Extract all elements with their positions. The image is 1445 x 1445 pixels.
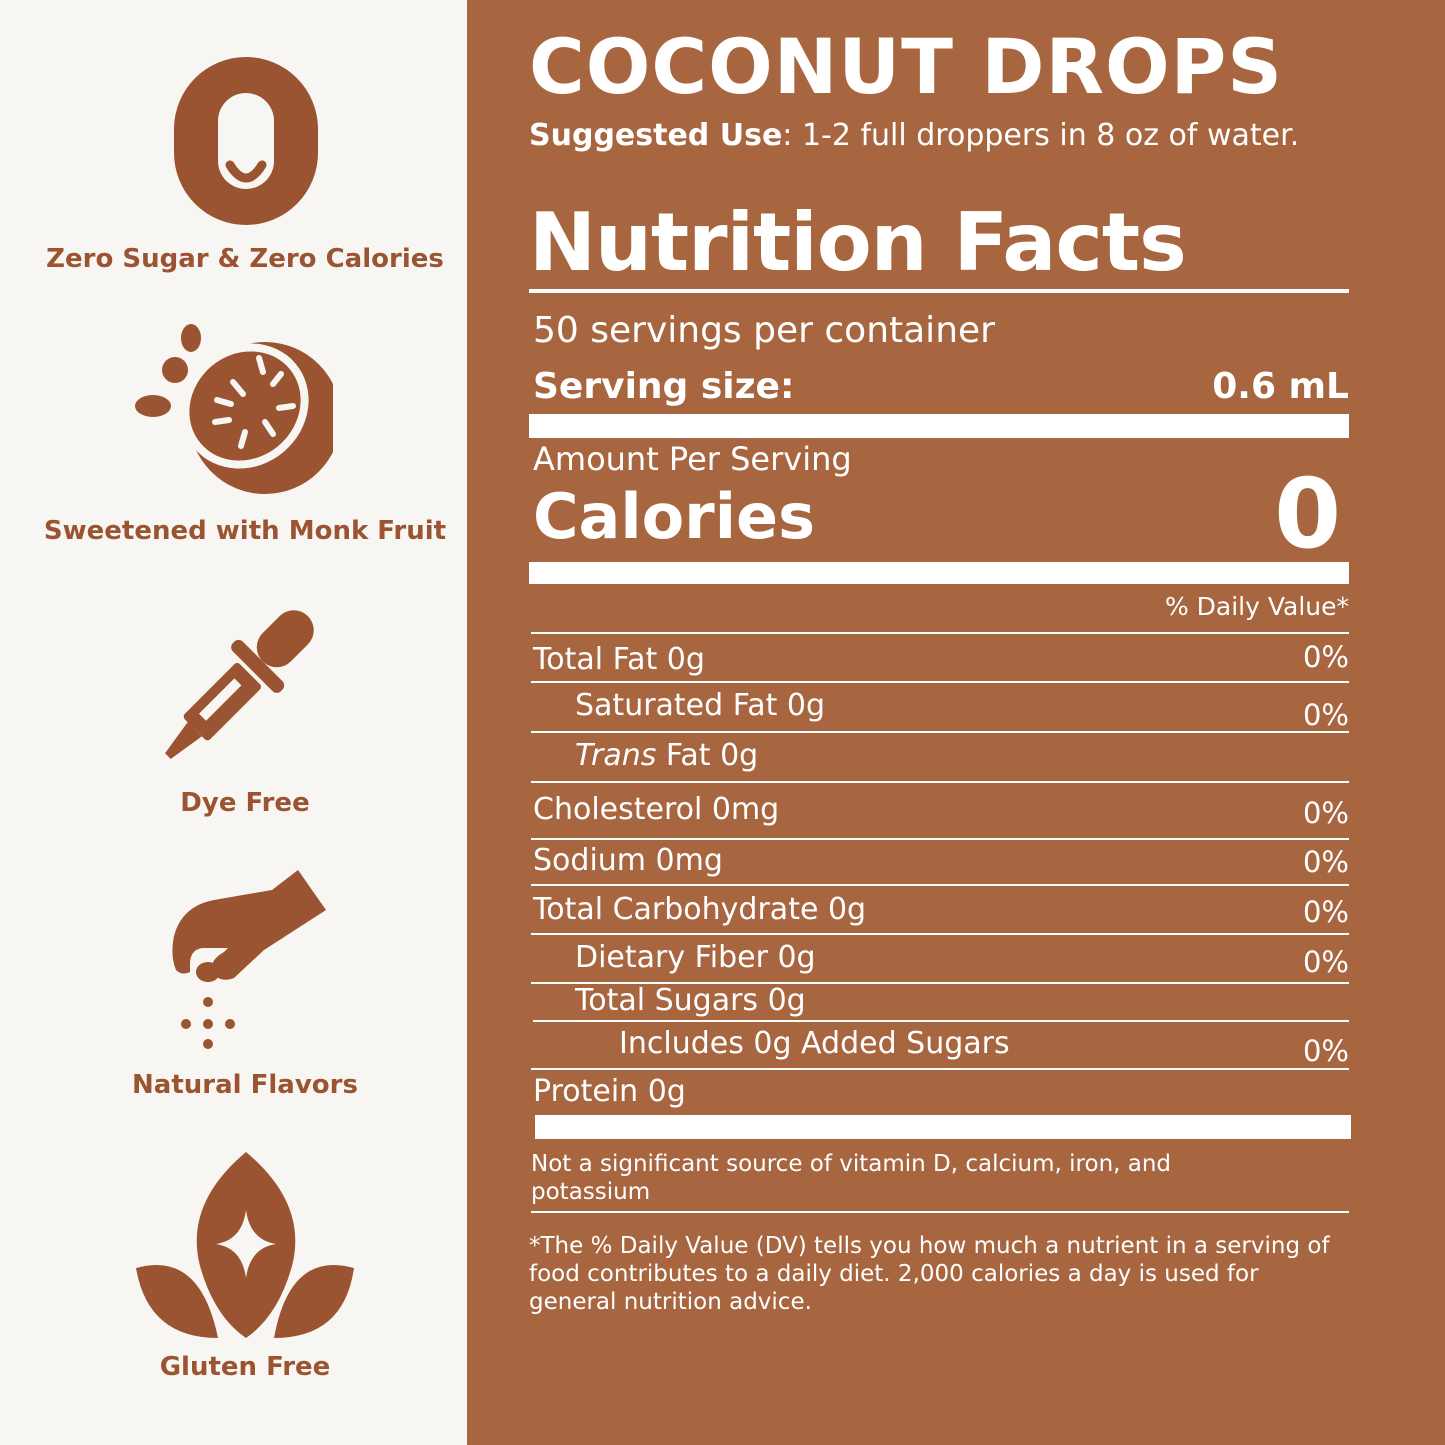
product-title: COCONUT DROPS xyxy=(529,22,1284,111)
nutrition-facts-heading: Nutrition Facts xyxy=(529,196,1187,289)
cholesterol-label: Cholesterol 0mg xyxy=(533,792,780,827)
trans-italic: Trans xyxy=(575,738,657,773)
divider xyxy=(531,933,1349,935)
calories-label: Calories xyxy=(533,480,815,553)
divider xyxy=(531,681,1349,683)
divider xyxy=(531,982,1349,984)
serving-size-value: 0.6 mL xyxy=(1212,366,1349,407)
total-fat-label: Total Fat 0g xyxy=(533,642,705,677)
zero-icon xyxy=(174,57,318,225)
divider xyxy=(531,731,1349,733)
trans-rest: Fat 0g xyxy=(656,738,759,773)
divider xyxy=(531,884,1349,886)
total-sugars-label: Total Sugars 0g xyxy=(575,983,806,1018)
dietary-fiber-dv: 0% xyxy=(1302,945,1349,979)
added-sugars-label: Includes 0g Added Sugars xyxy=(619,1026,1010,1061)
divider xyxy=(533,1020,1349,1022)
trans-fat-label: Trans Fat 0g xyxy=(575,738,758,773)
dropper-icon xyxy=(165,610,314,759)
divider xyxy=(531,1211,1349,1213)
saturated-fat-dv: 0% xyxy=(1302,698,1349,732)
daily-value-footnote: *The % Daily Value (DV) tells you how mu… xyxy=(529,1233,1330,1315)
sodium-label: Sodium 0mg xyxy=(533,843,723,878)
divider xyxy=(531,632,1349,634)
not-significant-note: Not a significant source of vitamin D, c… xyxy=(531,1151,1172,1205)
divider xyxy=(531,838,1349,840)
sodium-dv: 0% xyxy=(1302,845,1349,879)
suggested-use-label: Suggested Use xyxy=(529,118,783,153)
feature-label: Natural Flavors xyxy=(132,1070,358,1100)
amount-per-serving: Amount Per Serving xyxy=(533,440,852,478)
suggested-use-text: : 1-2 full droppers in 8 oz of water. xyxy=(782,118,1300,153)
total-carbohydrate-dv: 0% xyxy=(1302,895,1349,929)
calories-value: 0 xyxy=(1274,458,1341,570)
saturated-fat-label: Saturated Fat 0g xyxy=(575,688,826,723)
servings-per-container: 50 servings per container xyxy=(533,310,995,351)
total-carbohydrate-label: Total Carbohydrate 0g xyxy=(533,892,867,927)
feature-label: Sweetened with Monk Fruit xyxy=(43,516,447,546)
divider xyxy=(531,1068,1349,1070)
daily-value-header: % Daily Value* xyxy=(1164,592,1349,621)
cholesterol-dv: 0% xyxy=(1302,796,1349,830)
serving-size-label: Serving size: xyxy=(533,366,795,407)
feature-label: Gluten Free xyxy=(159,1352,331,1382)
pinch-hand-icon xyxy=(172,870,326,1049)
total-fat-dv: 0% xyxy=(1302,640,1349,674)
nutrition-panel: COCONUT DROPS Suggested Use: 1-2 full dr… xyxy=(467,0,1445,1445)
protein-label: Protein 0g xyxy=(533,1074,686,1109)
citrus-fruit-icon xyxy=(135,324,333,494)
dietary-fiber-label: Dietary Fiber 0g xyxy=(575,940,816,975)
divider xyxy=(529,289,1349,293)
suggested-use: Suggested Use: 1-2 full droppers in 8 oz… xyxy=(529,118,1299,153)
divider xyxy=(531,781,1349,783)
thick-divider xyxy=(535,1115,1351,1139)
feature-label: Zero Sugar & Zero Calories xyxy=(46,244,444,274)
feature-label: Dye Free xyxy=(180,788,310,818)
thick-divider xyxy=(529,414,1349,438)
features-column: Zero Sugar & Zero Calories Sweetened wit… xyxy=(0,0,467,1445)
thick-divider xyxy=(529,562,1349,584)
leaf-sparkle-icon xyxy=(136,1152,354,1338)
added-sugars-dv: 0% xyxy=(1302,1034,1349,1068)
